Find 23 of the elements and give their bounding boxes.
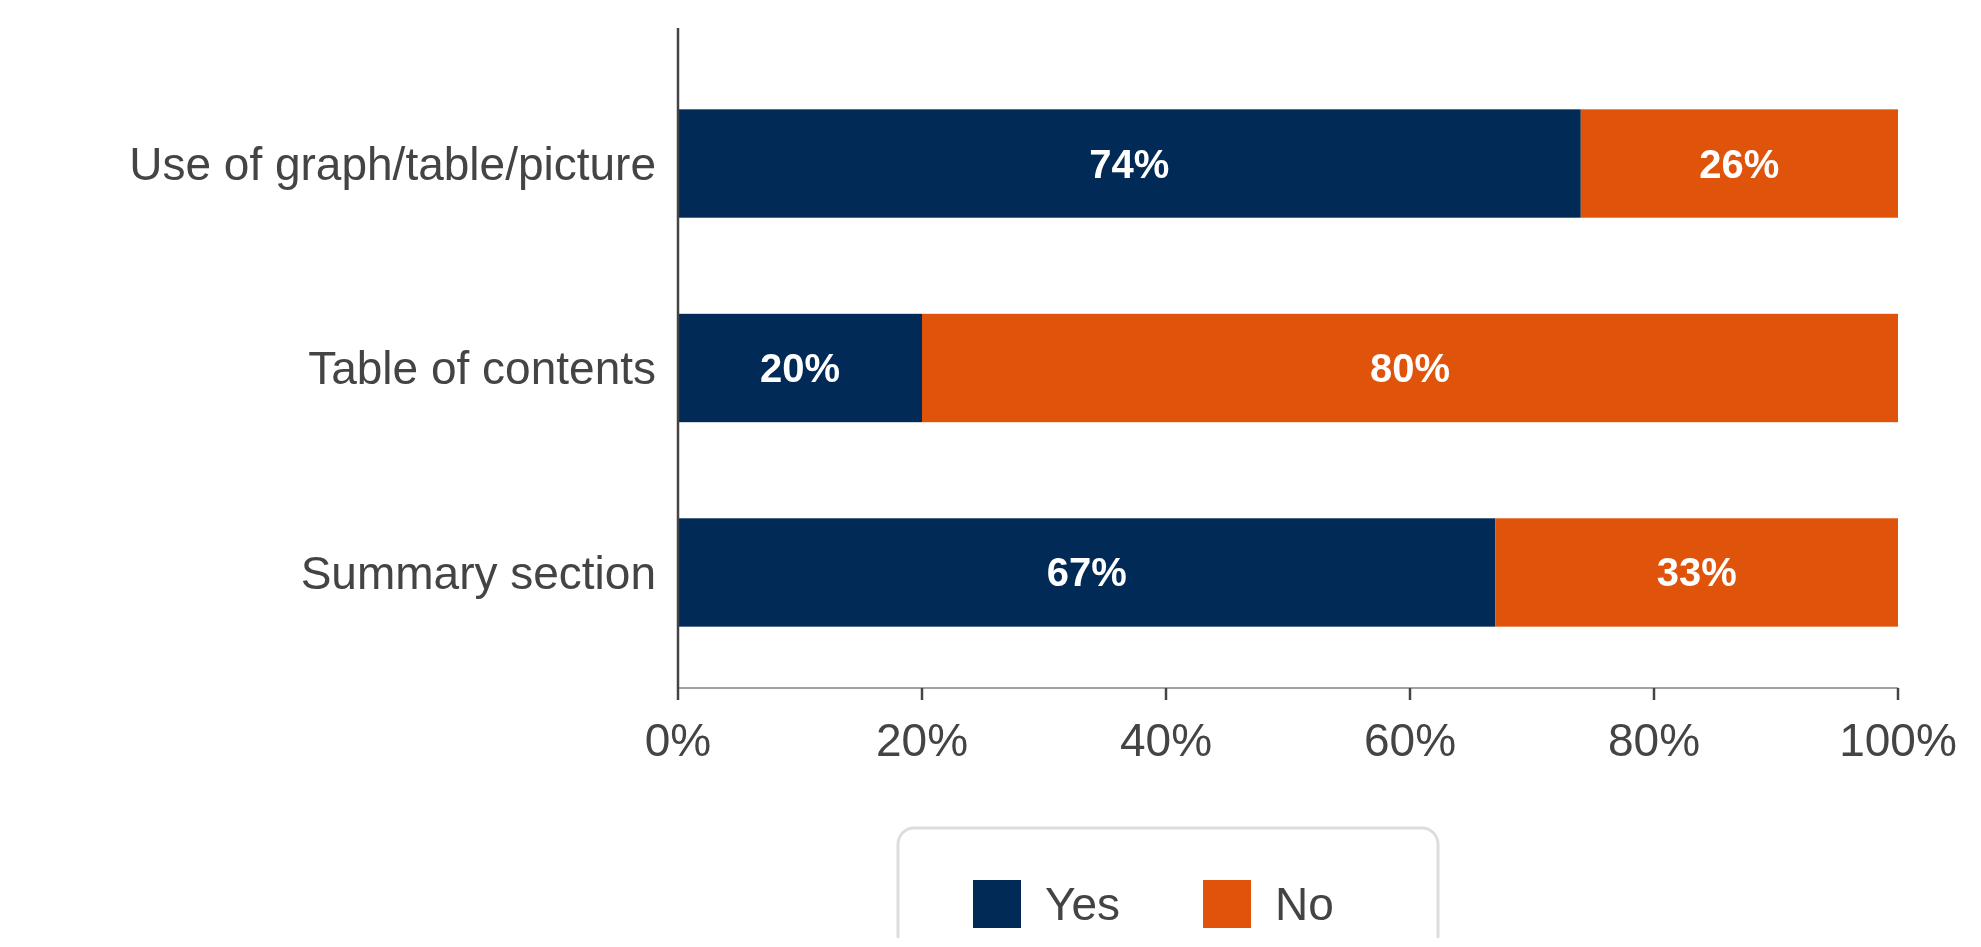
bar [678,109,1581,218]
x-tick-label: 80% [1607,714,1701,766]
data-label: 33% [1656,550,1737,595]
bar [678,313,922,423]
x-tick-label: 0% [644,714,712,766]
x-tick-label: 100% [1839,714,1957,766]
data-label: 20% [759,346,841,390]
bar [678,518,1496,627]
x-tick-label: 20% [875,714,969,766]
y-tick-label: Table of contents [308,342,656,395]
bar [1495,518,1898,627]
data-label: 80% [1369,346,1451,390]
x-tick-label: 60% [1363,714,1457,766]
data-label: 67% [1046,550,1127,595]
legend-label: Yes [1045,878,1121,931]
bar [1580,109,1898,218]
data-label: 26% [1699,141,1780,186]
x-tick-label: 40% [1119,714,1213,766]
data-label: 74% [1089,141,1170,186]
y-tick-label: Summary section [300,546,656,599]
legend-label: No [1275,878,1334,931]
y-tick-label: Use of graph/table/picture [129,137,656,190]
bar [922,313,1898,423]
